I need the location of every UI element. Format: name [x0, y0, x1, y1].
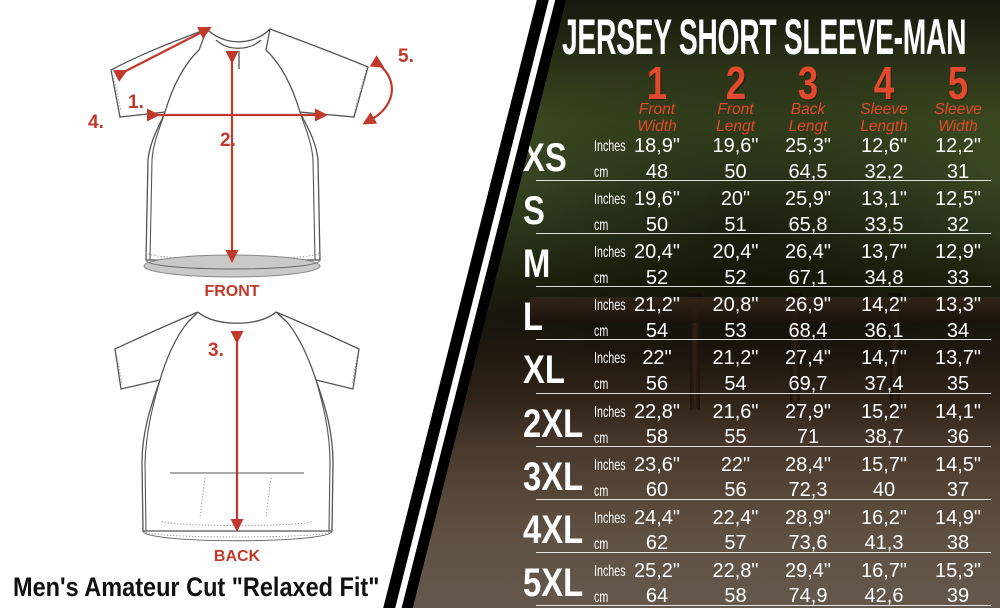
svg-text:2.: 2.: [220, 130, 236, 151]
svg-text:1.: 1.: [128, 92, 144, 113]
svg-text:4.: 4.: [88, 112, 104, 133]
svg-text:BACK: BACK: [214, 548, 261, 565]
svg-text:5.: 5.: [398, 46, 414, 67]
svg-text:3.: 3.: [208, 340, 224, 361]
svg-text:FRONT: FRONT: [204, 283, 259, 300]
